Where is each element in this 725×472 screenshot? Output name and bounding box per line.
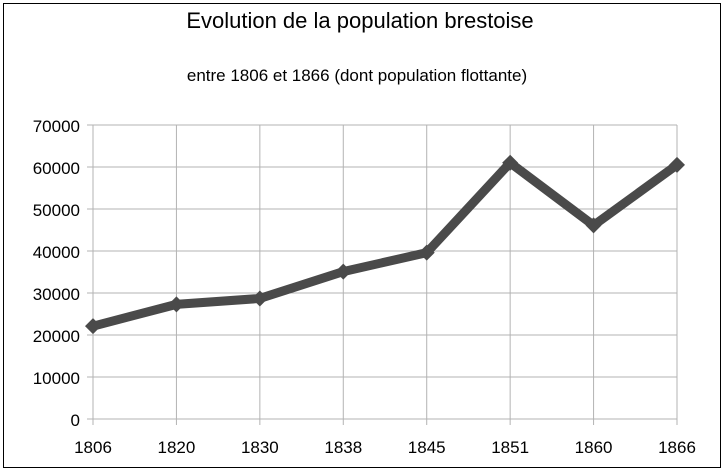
y-tick-label: 60000	[33, 159, 80, 178]
x-tick-label: 1851	[491, 438, 529, 457]
y-tick-label: 0	[71, 411, 80, 430]
data-point-marker	[85, 318, 101, 335]
y-tick-label: 20000	[33, 327, 80, 346]
x-tick-label: 1860	[575, 438, 613, 457]
x-tick-label: 1820	[158, 438, 196, 457]
data-point-marker	[669, 156, 685, 173]
y-tick-label: 70000	[33, 117, 80, 136]
chart-title: Evolution de la population brestoise	[186, 8, 533, 33]
x-tick-label: 1830	[241, 438, 279, 457]
y-tick-label: 40000	[33, 243, 80, 262]
chart-subtitle: entre 1806 et 1866 (dont population flot…	[187, 66, 527, 85]
chart-border	[3, 3, 721, 468]
y-tick-label: 50000	[33, 201, 80, 220]
data-point-marker	[585, 217, 602, 234]
series-line	[91, 156, 680, 331]
data-point-marker	[502, 154, 519, 171]
data-point-marker	[335, 263, 352, 280]
data-point-marker	[251, 290, 268, 307]
x-tick-label: 1806	[74, 438, 112, 457]
x-tick-label: 1838	[324, 438, 362, 457]
data-point-marker	[168, 296, 185, 313]
x-tick-label: 1845	[408, 438, 446, 457]
x-tick-label: 1866	[658, 438, 696, 457]
y-tick-label: 10000	[33, 369, 80, 388]
data-point-marker	[418, 244, 435, 261]
y-tick-label: 30000	[33, 285, 80, 304]
